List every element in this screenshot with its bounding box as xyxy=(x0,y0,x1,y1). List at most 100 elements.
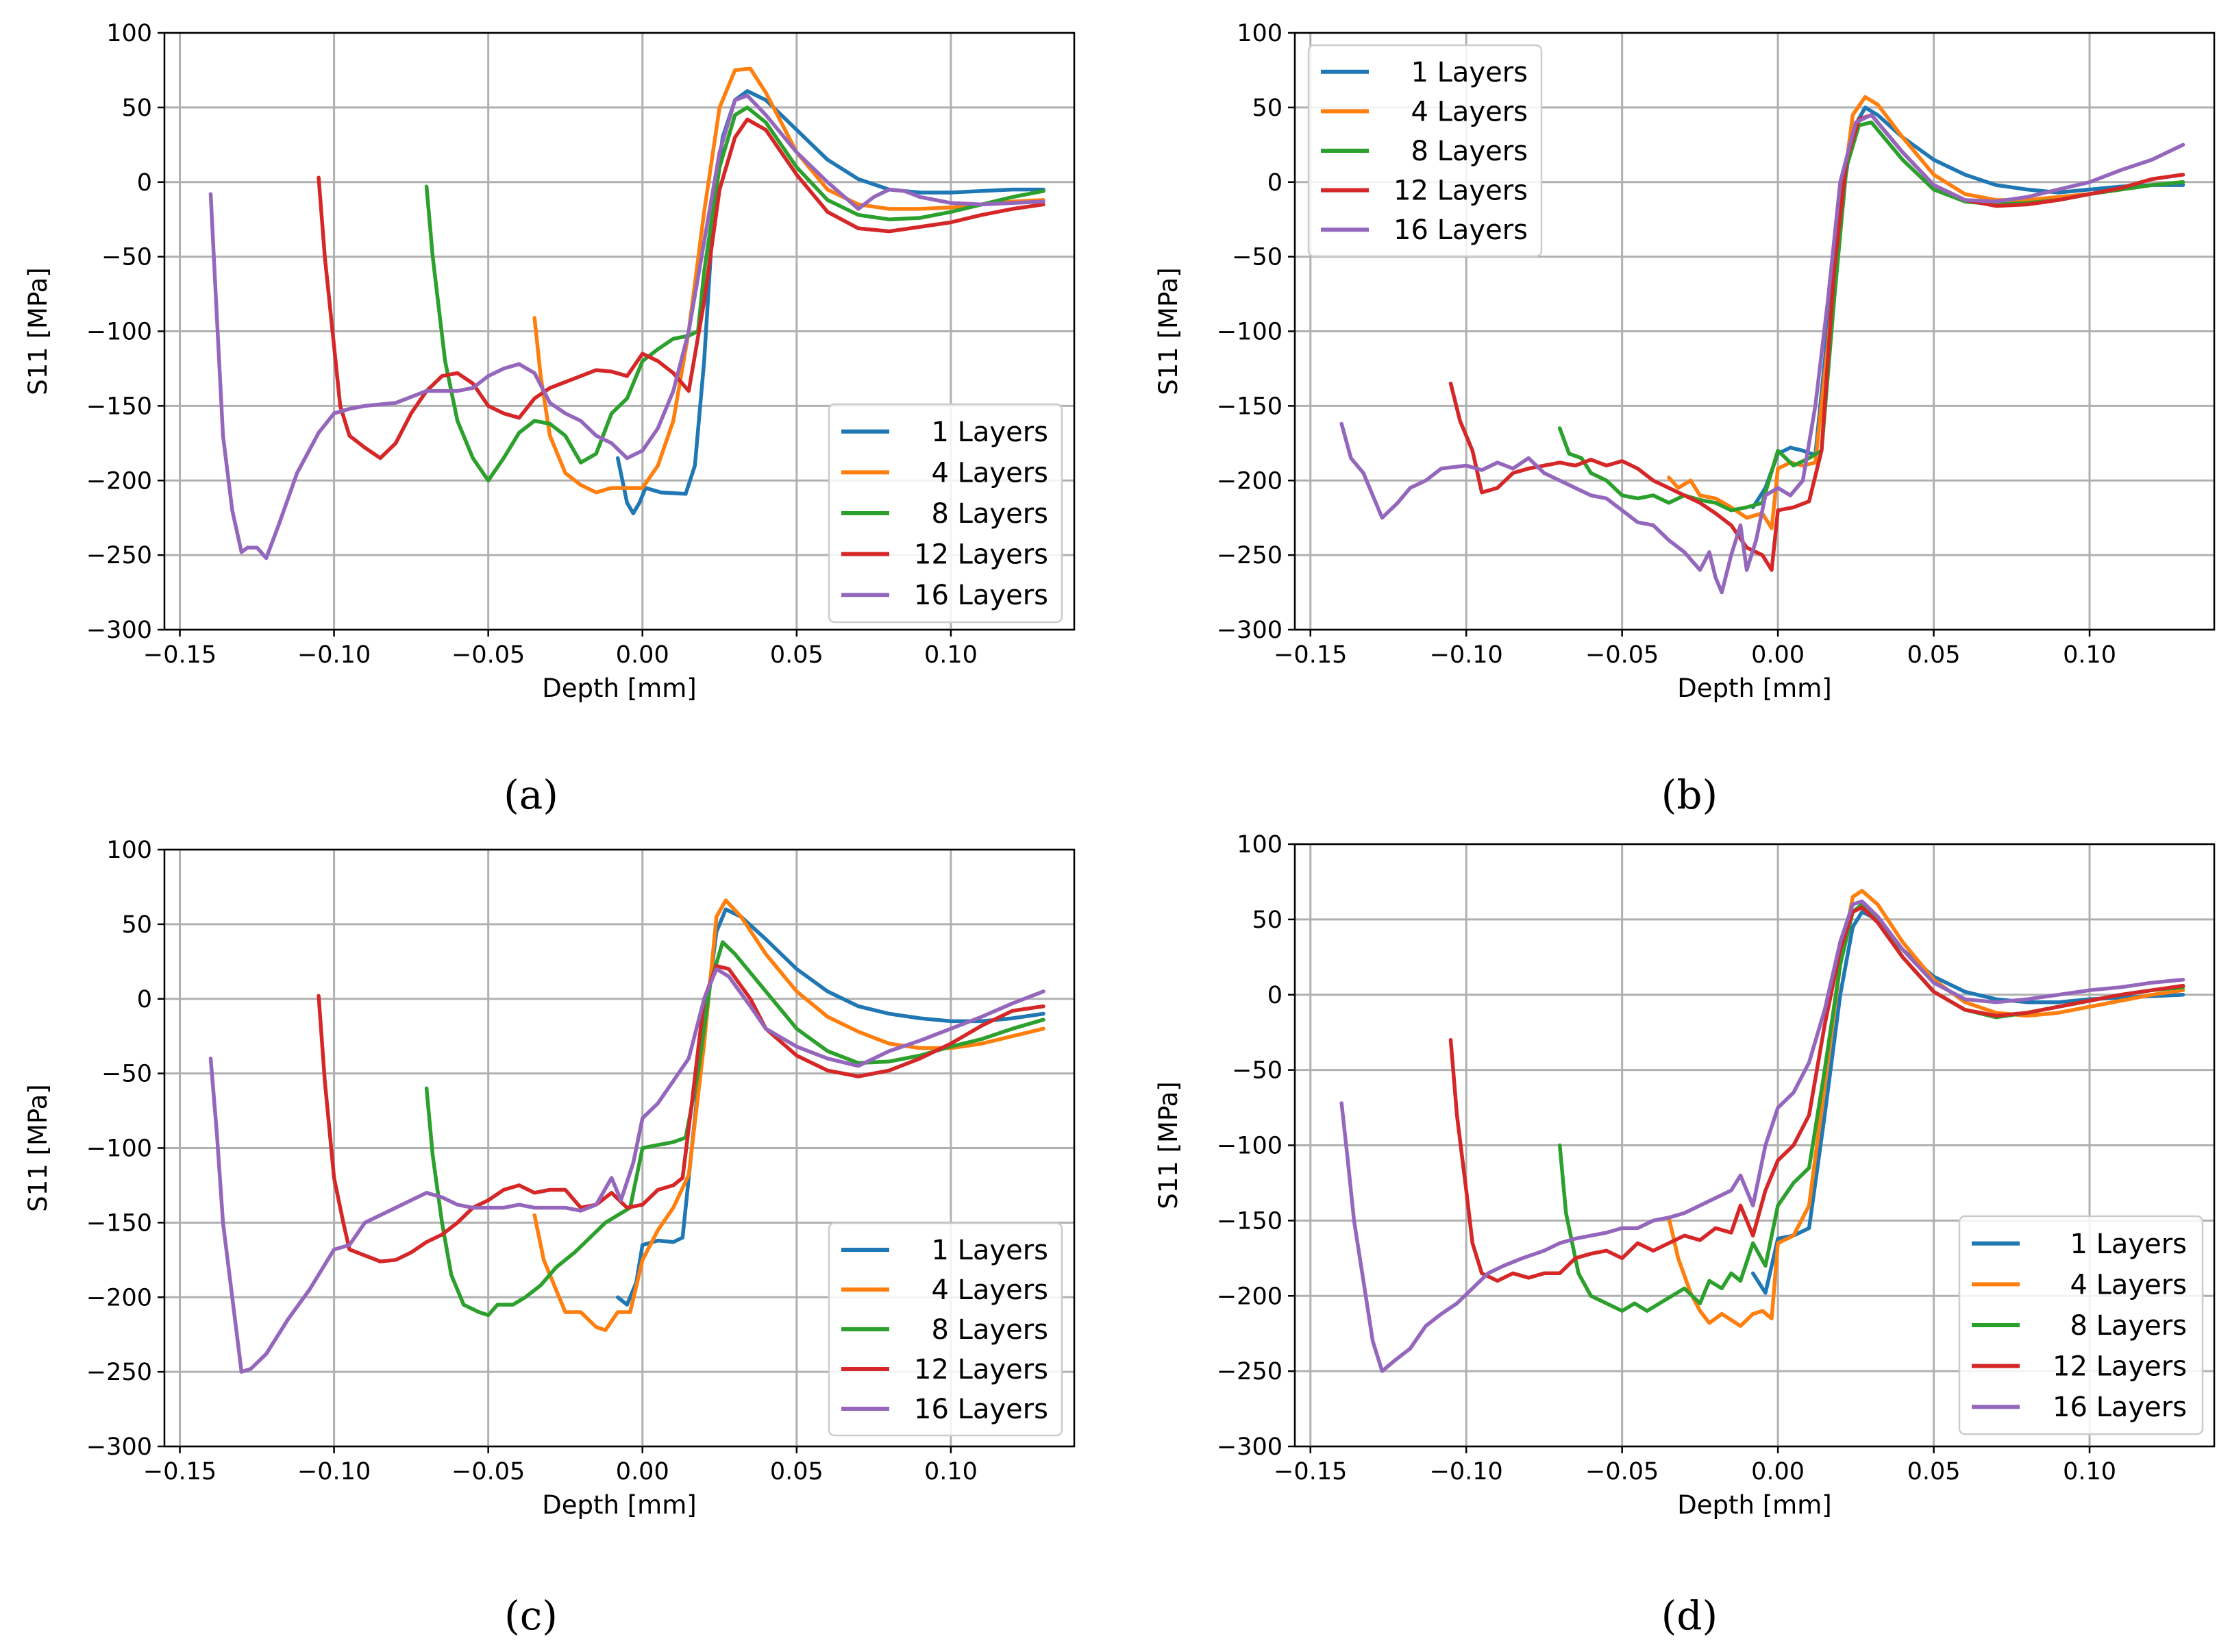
series-line xyxy=(1667,889,2185,1328)
y-tick-label: 50 xyxy=(121,95,152,122)
y-tick-label: 0 xyxy=(137,986,152,1013)
series-group xyxy=(1339,95,2185,595)
legend-label: 16 Layers xyxy=(2053,1392,2187,1423)
y-tick-label: −250 xyxy=(86,542,152,569)
y-tick-label: −300 xyxy=(86,617,152,644)
y-tick-label: −300 xyxy=(1217,1433,1283,1461)
legend-label: 16 Layers xyxy=(914,1394,1048,1425)
legend: 1 Layers 4 Layers 8 Layers 12 Layers 16 Laye… xyxy=(1307,44,1543,258)
legend-label: 12 Layers xyxy=(1393,175,1528,207)
series-line xyxy=(1667,95,2185,530)
legend-label: 1 Layers xyxy=(931,1235,1048,1266)
y-tick-label: 0 xyxy=(1267,982,1283,1009)
legend-label: 8 Layers xyxy=(931,1314,1048,1346)
x-tick-label: −0.05 xyxy=(451,1458,525,1485)
x-tick-label: −0.15 xyxy=(143,1458,216,1485)
y-tick-label: 50 xyxy=(1252,907,1283,934)
legend-label: 16 Layers xyxy=(914,580,1048,611)
legend-label: 1 Layers xyxy=(1411,57,1528,88)
y-tick-label: −100 xyxy=(86,1135,152,1163)
series-group xyxy=(1339,889,2185,1373)
y-tick-label: 100 xyxy=(1237,831,1283,859)
x-tick-label: −0.05 xyxy=(1585,641,1659,669)
legend-label: 4 Layers xyxy=(931,1274,1048,1306)
x-tick-label: 0.00 xyxy=(1751,1458,1805,1485)
series-group xyxy=(208,898,1045,1374)
y-tick-label: −250 xyxy=(1217,542,1283,569)
series-line xyxy=(317,964,1045,1263)
legend-label: 12 Layers xyxy=(914,1354,1048,1385)
legend-label: 1 Layers xyxy=(931,417,1048,448)
y-tick-label: 100 xyxy=(106,837,152,864)
y-tick-label: 50 xyxy=(1252,95,1283,122)
series-line xyxy=(1448,905,2185,1283)
chart-panel: −0.15 −0.10 −0.05 0.00 0.05 0.10 100 50 0 −50 −100… xyxy=(1154,831,2216,1639)
x-tick-label: 0.00 xyxy=(1751,641,1805,669)
series-group xyxy=(208,66,1045,560)
series-line xyxy=(532,898,1045,1332)
legend-label: 8 Layers xyxy=(1411,136,1528,167)
y-tick-label: −150 xyxy=(86,1209,152,1237)
y-axis-label: S11 [MPa] xyxy=(23,267,53,395)
legend-label: 8 Layers xyxy=(931,498,1048,530)
panel-caption: (b) xyxy=(1661,772,1718,818)
panel-caption: (c) xyxy=(504,1592,558,1639)
chart-panel: −0.15 −0.10 −0.05 0.00 0.05 0.10 100 50 0 −50 −100… xyxy=(23,837,1076,1639)
y-tick-label: 100 xyxy=(1237,20,1283,47)
x-tick-label: 0.05 xyxy=(1907,1458,1961,1485)
y-tick-label: −50 xyxy=(1232,244,1283,271)
y-tick-label: −50 xyxy=(1232,1057,1283,1085)
x-tick-label: −0.05 xyxy=(1585,1458,1659,1485)
series-line xyxy=(208,967,1045,1374)
panel-caption: (d) xyxy=(1661,1592,1718,1639)
x-tick-label: 0.05 xyxy=(770,1458,823,1485)
chart-panel: −0.15 −0.10 −0.05 0.00 0.05 0.10 100 50 0 −50 −100… xyxy=(1154,20,2216,818)
legend: 1 Layers 4 Layers 8 Layers 12 Layers 16 Laye… xyxy=(1958,1215,2204,1435)
y-tick-label: −150 xyxy=(1217,1207,1283,1235)
y-tick-label: −250 xyxy=(1217,1358,1283,1385)
legend: 1 Layers 4 Layers 8 Layers 12 Layers 16 Laye… xyxy=(828,403,1063,624)
legend-label: 12 Layers xyxy=(914,539,1048,571)
x-axis-label: Depth [mm] xyxy=(1677,1490,1831,1520)
series-line xyxy=(1750,106,2185,510)
x-axis-label: Depth [mm] xyxy=(542,674,696,703)
legend-frame xyxy=(828,403,1063,624)
x-tick-label: 0.05 xyxy=(1907,641,1961,669)
y-tick-label: 0 xyxy=(1267,169,1283,197)
x-tick-label: −0.15 xyxy=(1274,641,1347,669)
x-tick-label: −0.10 xyxy=(1430,1458,1503,1485)
y-tick-label: −100 xyxy=(86,319,152,346)
legend: 1 Layers 4 Layers 8 Layers 12 Layers 16 Laye… xyxy=(828,1222,1063,1437)
y-tick-label: −150 xyxy=(1217,393,1283,420)
x-tick-label: 0.10 xyxy=(2063,1458,2116,1485)
y-tick-label: −50 xyxy=(101,244,152,271)
x-tick-label: −0.10 xyxy=(1430,641,1503,669)
legend-frame xyxy=(1307,44,1543,258)
y-axis-label: S11 [MPa] xyxy=(1154,1081,1183,1209)
y-tick-label: −100 xyxy=(1217,319,1283,346)
x-tick-label: −0.10 xyxy=(297,641,371,669)
series-line xyxy=(208,93,1045,560)
x-tick-label: 0.10 xyxy=(2063,641,2116,669)
x-axis-label: Depth [mm] xyxy=(542,1490,696,1520)
y-tick-label: 0 xyxy=(137,169,152,197)
y-tick-label: 100 xyxy=(106,20,152,47)
y-tick-label: −200 xyxy=(86,467,152,495)
y-axis-label: S11 [MPa] xyxy=(1154,267,1183,395)
x-tick-label: 0.10 xyxy=(924,641,978,669)
x-tick-label: −0.10 xyxy=(297,1458,371,1485)
series-line xyxy=(1339,899,2185,1373)
series-line xyxy=(424,106,1045,483)
legend-label: 4 Layers xyxy=(1411,96,1528,127)
x-tick-label: 0.00 xyxy=(616,641,669,669)
x-tick-label: 0.05 xyxy=(770,641,823,669)
x-axis-label: Depth [mm] xyxy=(1677,674,1831,703)
x-tick-label: −0.05 xyxy=(451,641,525,669)
x-tick-label: −0.15 xyxy=(143,641,216,669)
series-line xyxy=(1339,113,2185,595)
x-tick-label: 0.10 xyxy=(924,1458,978,1485)
y-tick-label: −250 xyxy=(86,1359,152,1386)
y-tick-label: −150 xyxy=(86,393,152,420)
panel-caption: (a) xyxy=(504,772,558,818)
